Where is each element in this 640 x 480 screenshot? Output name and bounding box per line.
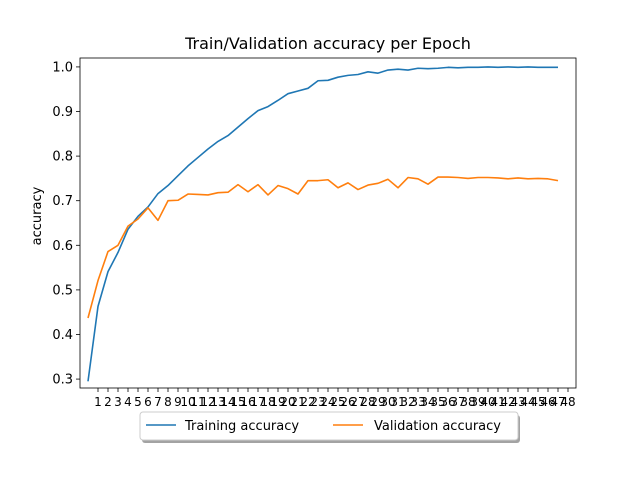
- x-tick-label: 8: [164, 395, 172, 409]
- x-tick-label: 14: [220, 395, 235, 409]
- x-tick-label: 17: [250, 395, 265, 409]
- x-tick-label: 13: [210, 395, 225, 409]
- x-tick-label: 24: [320, 395, 335, 409]
- legend-box: [139, 411, 519, 441]
- x-tick-label: 44: [520, 395, 535, 409]
- y-tick-label: 0.3: [52, 373, 73, 388]
- y-tick-label: 1.0: [52, 60, 73, 75]
- legend-label-validation: Validation accuracy: [374, 419, 501, 434]
- x-tick-label: 36: [440, 395, 455, 409]
- x-tick-label: 28: [360, 395, 375, 409]
- x-tick-label: 15: [230, 395, 245, 409]
- x-tick-label: 22: [300, 395, 315, 409]
- x-tick-label: 5: [134, 395, 142, 409]
- x-tick-label: 34: [420, 395, 435, 409]
- y-axis-label: accuracy: [30, 186, 45, 245]
- x-tick-label: 29: [370, 395, 385, 409]
- y-tick-label: 0.9: [52, 105, 73, 120]
- x-tick-label: 10: [180, 395, 195, 409]
- x-tick-label: 16: [240, 395, 255, 409]
- x-tick-label: 23: [310, 395, 325, 409]
- x-tick-label: 35: [430, 395, 445, 409]
- x-tick-label: 25: [330, 395, 345, 409]
- y-tick-label: 0.4: [52, 328, 73, 343]
- x-axis-ticks: 1 2 3 4 5 6 7 8 91011121314151617181920212223242…: [94, 388, 576, 409]
- x-tick-label: 9: [174, 395, 182, 409]
- x-tick-label: 12: [200, 395, 215, 409]
- x-tick-label: 19: [270, 395, 285, 409]
- plot-lines: [87, 66, 559, 382]
- x-tick-label: 4: [124, 395, 132, 409]
- training-accuracy-line: [87, 66, 558, 382]
- y-tick-label: 0.5: [52, 283, 73, 298]
- x-tick-label: 6: [144, 395, 152, 409]
- x-tick-label: 26: [340, 395, 355, 409]
- x-tick-label: 47: [550, 395, 565, 409]
- validation-accuracy-line: [87, 176, 559, 319]
- x-tick-label: 48: [560, 395, 575, 409]
- x-tick-label: 21: [290, 395, 305, 409]
- x-tick-label: 3: [114, 395, 122, 409]
- x-tick-label: 38: [460, 395, 475, 409]
- x-tick-label: 18: [260, 395, 275, 409]
- x-tick-label: 27: [350, 395, 365, 409]
- x-tick-label: 31: [390, 395, 405, 409]
- x-tick-label: 7: [154, 395, 162, 409]
- plot-frame: [79, 57, 577, 389]
- x-tick-label: 30: [380, 395, 395, 409]
- y-tick-label: 0.8: [52, 150, 73, 165]
- chart-title: Train/Validation accuracy per Epoch: [184, 34, 471, 53]
- x-tick-label: 33: [410, 395, 425, 409]
- y-axis-ticks: 0.3 0.4 0.5 0.6 0.7 0.8 0.9 1.0: [52, 60, 80, 388]
- x-tick-label: 20: [280, 395, 295, 409]
- x-tick-label: 11: [190, 395, 205, 409]
- x-tick-label: 45: [530, 395, 545, 409]
- x-tick-label: 1: [94, 395, 102, 409]
- x-tick-label: 37: [450, 395, 465, 409]
- x-tick-label: 46: [540, 395, 555, 409]
- x-tick-label: 39: [470, 395, 485, 409]
- x-tick-label: 2: [104, 395, 112, 409]
- legend-label-training: Training accuracy: [184, 419, 299, 434]
- y-tick-label: 0.6: [52, 239, 73, 254]
- x-tick-label: 41: [490, 395, 505, 409]
- legend: Training accuracy Validation accuracy: [139, 411, 520, 443]
- x-tick-label: 32: [400, 395, 415, 409]
- x-tick-label: 43: [510, 395, 525, 409]
- x-tick-label: 42: [500, 395, 515, 409]
- x-tick-label: 40: [480, 395, 495, 409]
- y-tick-label: 0.7: [52, 194, 73, 209]
